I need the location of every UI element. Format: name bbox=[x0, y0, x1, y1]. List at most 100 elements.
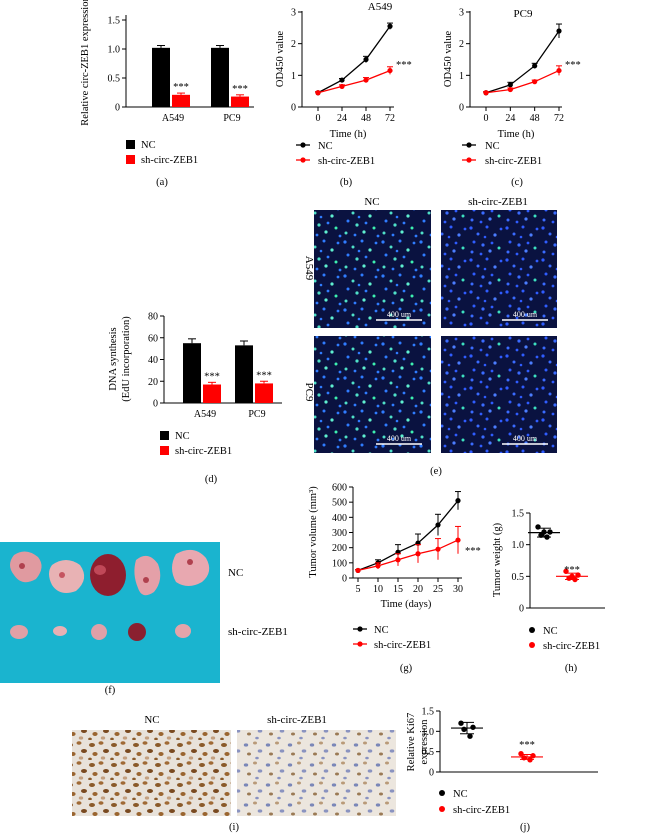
chart-c-point-nc-2 bbox=[532, 63, 538, 69]
ihc-label-nc: NC bbox=[144, 714, 159, 726]
chart-b-point-nc-3 bbox=[387, 23, 393, 29]
chart-j-yticks-label-1: 0.5 bbox=[422, 747, 435, 758]
chart-d-yticks-label-2: 40 bbox=[148, 355, 158, 366]
panel-label-d: (d) bbox=[205, 474, 218, 485]
chart-g-point-nc-4 bbox=[435, 522, 441, 528]
chart-g-yticks-label-3: 300 bbox=[332, 528, 347, 539]
chart-c-yticks: 0 1 2 3 bbox=[459, 8, 470, 114]
chart-j-yticks-label-0: 0 bbox=[429, 768, 434, 779]
legend-a-nc-label: NC bbox=[141, 140, 156, 151]
chart-j-dot-nc-0 bbox=[458, 720, 464, 726]
legend-d-nc-swatch bbox=[160, 431, 169, 440]
tumors-nc bbox=[10, 549, 210, 596]
chart-g-xtick-label-1: 10 bbox=[373, 584, 383, 595]
chart-j-dot-nc-2 bbox=[461, 726, 467, 732]
chart-a-yticks-label-0: 0 bbox=[115, 103, 120, 114]
chart-h-dot-sh-0 bbox=[563, 568, 569, 574]
ihc-label-sh: sh-circ-ZEB1 bbox=[267, 714, 327, 726]
legend-d-nc-label: NC bbox=[175, 431, 190, 442]
chart-d-bars: *** *** bbox=[183, 338, 273, 403]
chart-a-yticks: 0 0.5 1.0 1.5 bbox=[108, 16, 126, 114]
chart-d-yticks-label-1: 20 bbox=[148, 377, 158, 388]
chart-d-bar-nc-0 bbox=[183, 343, 201, 403]
tumors-sh bbox=[10, 623, 191, 641]
chart-a-xtick-pc9: PC9 bbox=[223, 113, 240, 124]
chart-c-series bbox=[483, 23, 562, 96]
chart-j-ylabel-line1: Relative Ki67 bbox=[406, 713, 417, 772]
chart-c-yticks-label-0: 0 bbox=[459, 103, 464, 114]
chart-b-point-sh-3 bbox=[387, 67, 393, 74]
chart-b-yticks-label-1: 1 bbox=[291, 71, 296, 82]
panel-label-a: (a) bbox=[156, 177, 168, 188]
micro-row-pc9: PC9 bbox=[303, 383, 315, 402]
chart-g-yticks-label-1: 100 bbox=[332, 558, 347, 569]
chart-g-xlabel: Time (days) bbox=[381, 599, 432, 610]
legend-h-nc-label: NC bbox=[543, 626, 558, 637]
chart-d: 0 20 40 60 80 DNA synthesis (EdU incorporati… bbox=[108, 312, 282, 485]
chart-d-ylabel-line2: (EdU incorporation) bbox=[121, 316, 132, 402]
chart-b-xtick-label-3: 72 bbox=[385, 113, 395, 124]
chart-d-bar-nc-1 bbox=[235, 345, 253, 403]
legend-g-sh-marker bbox=[357, 641, 363, 647]
chart-a-ylabel: Relative circ-ZEB1 expression bbox=[80, 0, 91, 126]
chart-b-yticks-label-0: 0 bbox=[291, 103, 296, 114]
chart-g-xtick-label-4: 25 bbox=[433, 584, 443, 595]
chart-c-line-nc bbox=[485, 30, 560, 94]
panel-label-c: (c) bbox=[511, 177, 523, 188]
chart-c-point-sh-1 bbox=[507, 86, 513, 93]
legend-c-sh-marker bbox=[466, 157, 472, 163]
chart-h: 0 0.5 1.0 1.5 Tumor weight (g) *** NC sh-ci… bbox=[492, 509, 605, 674]
legend-j-sh-marker bbox=[439, 806, 445, 812]
chart-c-point-nc-3 bbox=[556, 28, 562, 34]
chart-g-yticks: 0 100 200 300 400 500 600 bbox=[332, 483, 353, 585]
chart-j-dot-sh-0 bbox=[518, 751, 524, 757]
chart-h-yticks-label-2: 1.0 bbox=[512, 540, 525, 551]
legend-b-sh-marker bbox=[300, 157, 306, 163]
legend-a-nc-swatch bbox=[126, 140, 135, 149]
chart-b-yticks-label-3: 3 bbox=[291, 8, 296, 19]
chart-g-xticks: 5 10 15 20 25 30 bbox=[356, 578, 463, 595]
chart-c-xtick-label-0: 0 bbox=[484, 113, 489, 124]
chart-b-xtick-label-1: 24 bbox=[337, 113, 347, 124]
chart-g-series bbox=[355, 491, 461, 574]
micro-image-pc9-nc: 400 um bbox=[314, 336, 431, 453]
chart-a-bar-sh-0 bbox=[172, 94, 190, 107]
micro-scale-3: 400 um bbox=[387, 434, 412, 443]
micro-panel: NC sh-circ-ZEB1 A549 PC9 400 um 400 um 4… bbox=[303, 196, 557, 477]
chart-g-point-sh-5 bbox=[455, 537, 461, 543]
micro-image-a549-nc: 400 um bbox=[314, 210, 431, 328]
chart-g-yticks-label-0: 0 bbox=[342, 574, 347, 585]
chart-b-series bbox=[315, 22, 393, 96]
chart-h-sig: *** bbox=[564, 565, 580, 576]
chart-h-yticks-label-1: 0.5 bbox=[512, 572, 525, 583]
panel-label-f: (f) bbox=[105, 685, 116, 696]
chart-b-point-sh-2 bbox=[363, 77, 369, 83]
chart-g-yticks-label-6: 600 bbox=[332, 483, 347, 494]
chart-h-yticks: 0 0.5 1.0 1.5 bbox=[512, 509, 530, 615]
chart-c-point-sh-0 bbox=[483, 90, 489, 96]
chart-c-line-sh bbox=[485, 69, 560, 94]
chart-g: 0 100 200 300 400 500 600 5 10 15 20 25 30 Tumor vo… bbox=[308, 483, 481, 675]
chart-g-line-sh bbox=[357, 539, 459, 572]
legend-g-nc-label: NC bbox=[374, 625, 389, 636]
chart-h-ylabel: Tumor weight (g) bbox=[492, 522, 503, 597]
legend-a-sh-label: sh-circ-ZEB1 bbox=[141, 155, 198, 166]
chart-b-point-nc-2 bbox=[363, 56, 369, 63]
chart-c-yticks-label-2: 2 bbox=[459, 39, 464, 50]
chart-c-yticks-label-3: 3 bbox=[459, 8, 464, 19]
chart-j-dot-nc-3 bbox=[467, 733, 473, 739]
legend-g-nc-marker bbox=[357, 626, 363, 632]
chart-a-bar-nc-1 bbox=[211, 47, 229, 107]
chart-b-line-sh bbox=[317, 69, 391, 94]
legend-d-sh-swatch bbox=[160, 446, 169, 455]
ihc-image-nc bbox=[72, 730, 231, 816]
micro-col-sh: sh-circ-ZEB1 bbox=[468, 196, 528, 208]
chart-g-point-sh-1 bbox=[375, 563, 381, 569]
legend-b-nc-marker bbox=[300, 142, 306, 148]
chart-c-point-sh-3 bbox=[556, 67, 562, 74]
legend-h-nc-marker bbox=[529, 627, 535, 633]
tumor-row-sh: sh-circ-ZEB1 bbox=[228, 626, 288, 638]
legend-c-nc-label: NC bbox=[485, 141, 500, 152]
chart-a-xtick-a549: A549 bbox=[162, 113, 184, 124]
